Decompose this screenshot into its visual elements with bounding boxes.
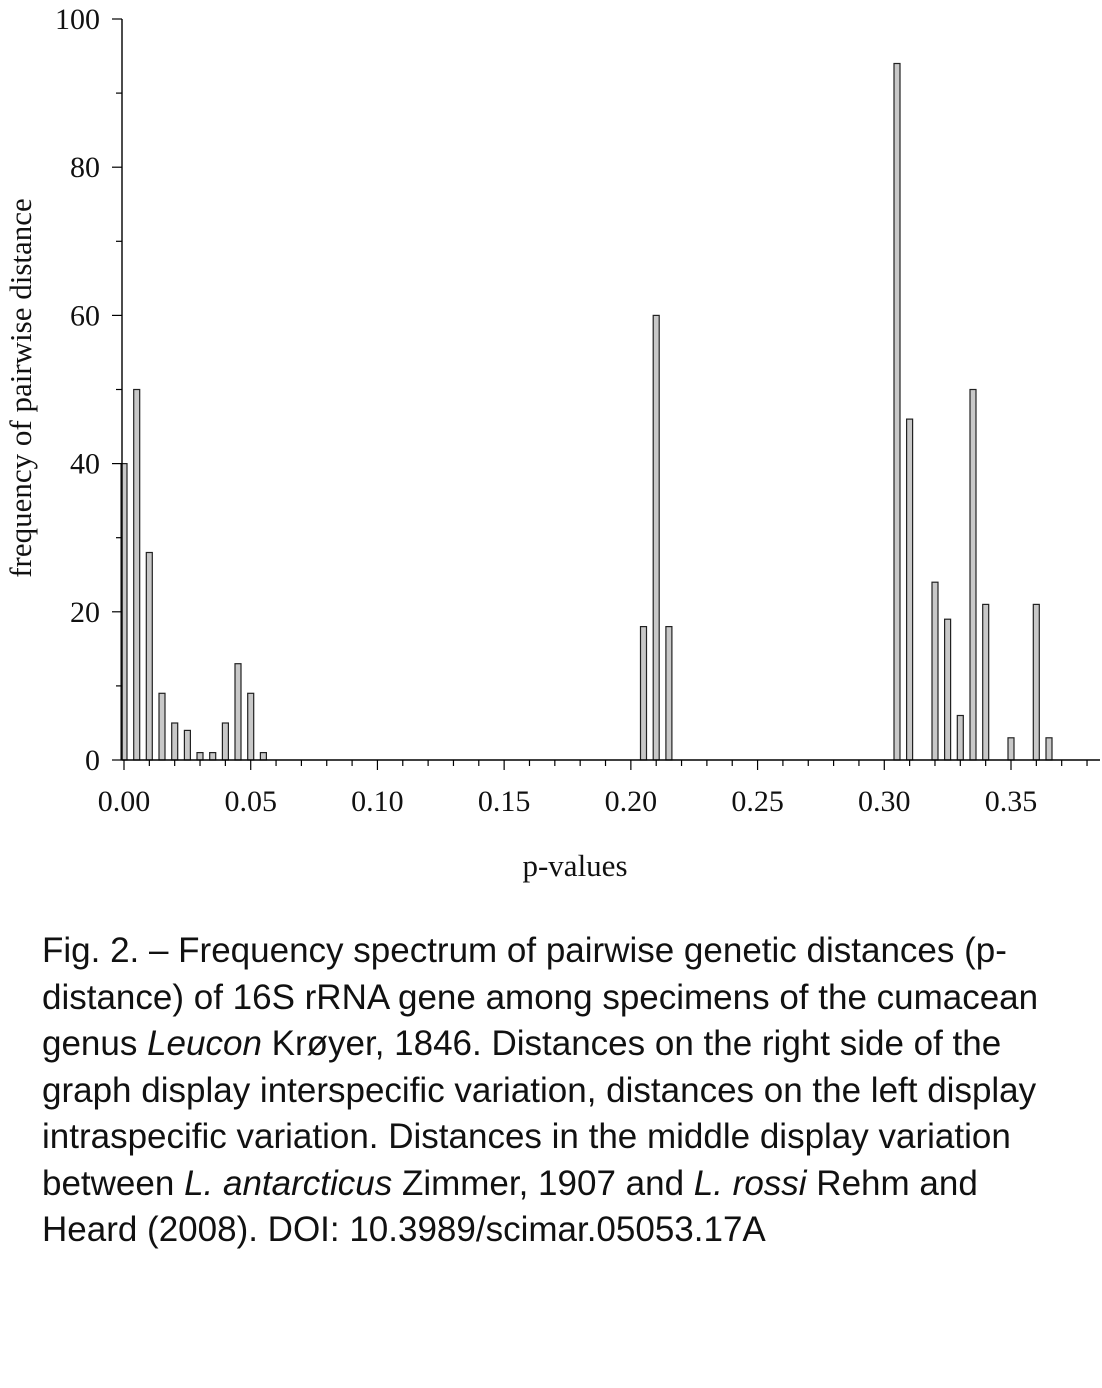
bar [1007, 737, 1015, 761]
bar [893, 62, 901, 761]
y-tick-label: 60 [70, 299, 100, 332]
bar [234, 663, 242, 761]
caption-text-4: Rehm and Heard (2008). DOI: 10.3989/scim… [42, 1163, 978, 1250]
x-tick-label: 0.05 [224, 785, 277, 818]
y-tick-label: 0 [85, 744, 100, 777]
bar [133, 388, 141, 761]
bar [247, 692, 255, 761]
y-axis-title: frequency of pairwise distance [3, 198, 38, 578]
x-tick-label: 0.15 [478, 785, 531, 818]
bar [652, 314, 660, 761]
caption-genus: Leucon [147, 1024, 262, 1063]
bar [171, 722, 179, 761]
caption-text-2: Krøyer, 1846. Distances on the right sid… [42, 1024, 1037, 1203]
caption-text-1: Fig. 2. – Frequency spectrum of pairwise… [42, 931, 1039, 1063]
bar [196, 751, 204, 761]
x-tick-label: 0.25 [731, 785, 784, 818]
bar [183, 729, 191, 761]
y-tick-label: 80 [70, 151, 100, 184]
y-tick-label: 100 [55, 3, 100, 36]
bar [145, 551, 153, 761]
x-tick-label: 0.00 [98, 785, 151, 818]
x-tick-label: 0.30 [858, 785, 911, 818]
caption-species-2: L. rossi [693, 1163, 807, 1203]
histogram-chart: 0.00 0.05 0.10 0.15 0.20 0.25 0.30 0.35 0 20 40 60… [3, 3, 1100, 883]
bar [1032, 603, 1040, 761]
bar [1045, 737, 1053, 761]
bar [221, 722, 229, 761]
caption-text-3: Zimmer, 1907 and [392, 1163, 694, 1203]
y-tick-label: 40 [70, 448, 100, 481]
caption-species-1: L. antarcticus [184, 1163, 393, 1203]
bar [943, 618, 952, 761]
bars-group [120, 62, 1053, 761]
bar [931, 581, 939, 761]
bar [665, 625, 673, 761]
bar [158, 692, 166, 761]
x-tick-label: 0.35 [985, 785, 1038, 818]
x-axis-title: p-values [522, 848, 627, 883]
x-tick-label: 0.20 [605, 785, 658, 818]
x-axis-ticks: 0.00 0.05 0.10 0.15 0.20 0.25 0.30 0.35 [98, 760, 1088, 818]
bar [956, 714, 964, 761]
x-tick-label: 0.10 [351, 785, 404, 818]
bar [969, 388, 977, 761]
bar [905, 418, 914, 761]
bar [982, 603, 990, 761]
figure-caption: Fig. 2. – Frequency spectrum of pairwise… [42, 928, 1082, 1254]
bar [209, 751, 217, 761]
bar [639, 625, 648, 761]
y-tick-label: 20 [70, 596, 100, 629]
bar [259, 751, 267, 761]
y-axis-ticks: 0 20 40 60 80 100 [55, 3, 122, 777]
